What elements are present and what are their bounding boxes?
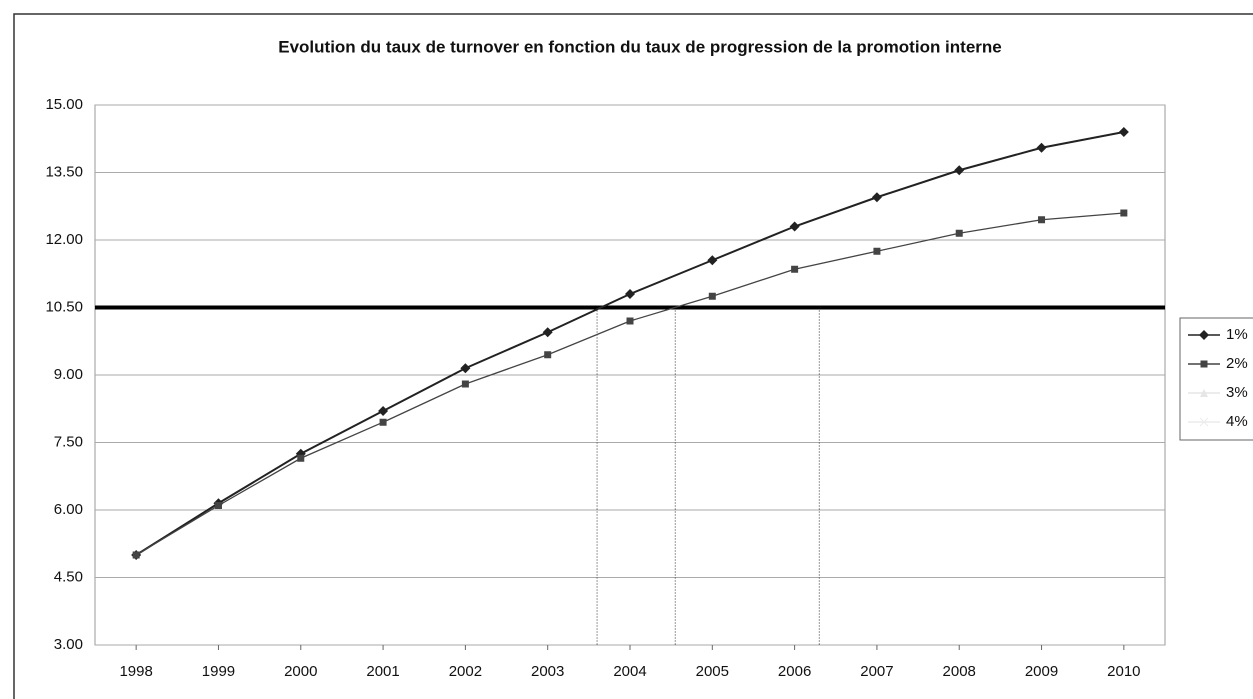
legend-label: 3%: [1226, 384, 1248, 401]
data-point: [1038, 216, 1046, 224]
y-tick-label: 12.00: [45, 231, 83, 248]
data-point: [791, 265, 799, 273]
x-tick-label: 2001: [366, 663, 399, 680]
data-point: [873, 247, 881, 255]
y-tick-label: 7.50: [54, 433, 83, 450]
x-tick-label: 2009: [1025, 663, 1058, 680]
data-point: [625, 289, 635, 299]
legend-label: 1%: [1226, 326, 1248, 343]
legend-marker: [1200, 360, 1208, 368]
y-tick-label: 9.00: [54, 366, 83, 383]
data-point: [214, 502, 222, 509]
data-point: [1036, 142, 1047, 153]
data-point: [1118, 127, 1129, 137]
y-tick-label: 10.50: [45, 298, 83, 315]
legend-box: [1179, 317, 1253, 441]
legend-marker: [1199, 417, 1209, 427]
x-tick-label: 2002: [449, 663, 482, 680]
data-point: [1120, 209, 1128, 217]
legend-label: 4%: [1226, 413, 1248, 430]
y-tick-label: 4.50: [54, 568, 83, 585]
y-tick-label: 15.00: [45, 96, 83, 113]
x-tick-label: 2005: [696, 663, 729, 680]
data-point: [132, 551, 140, 559]
y-tick-label: 13.50: [45, 163, 83, 180]
data-point: [544, 351, 552, 359]
chart-title: Evolution du taux de turnover en fonctio…: [278, 37, 1002, 56]
data-point: [707, 255, 718, 266]
data-point: [789, 221, 800, 232]
x-tick-label: 2006: [778, 663, 811, 680]
x-tick-label: 2004: [613, 663, 646, 680]
data-point: [954, 165, 965, 176]
data-point: [708, 292, 716, 300]
legend-marker: [1200, 389, 1208, 397]
data-point: [542, 327, 553, 338]
data-point: [461, 380, 469, 388]
x-tick-label: 2003: [531, 663, 564, 680]
data-point: [955, 229, 963, 237]
x-tick-label: 2000: [284, 663, 317, 680]
data-point: [460, 363, 471, 374]
x-tick-label: 2010: [1107, 663, 1140, 680]
x-tick-label: 1999: [202, 663, 235, 680]
data-point: [378, 406, 389, 416]
legend-marker: [1199, 330, 1209, 340]
y-tick-label: 6.00: [54, 501, 83, 518]
data-point: [871, 192, 882, 203]
x-tick-label: 1998: [119, 663, 152, 680]
legend-label: 2%: [1226, 355, 1248, 372]
x-tick-label: 2008: [943, 663, 976, 680]
data-point: [626, 317, 634, 325]
data-point: [379, 418, 387, 426]
data-point: [297, 454, 305, 462]
x-tick-label: 2007: [860, 663, 893, 680]
chart-frame: [13, 13, 1253, 699]
y-tick-label: 3.00: [54, 636, 83, 653]
